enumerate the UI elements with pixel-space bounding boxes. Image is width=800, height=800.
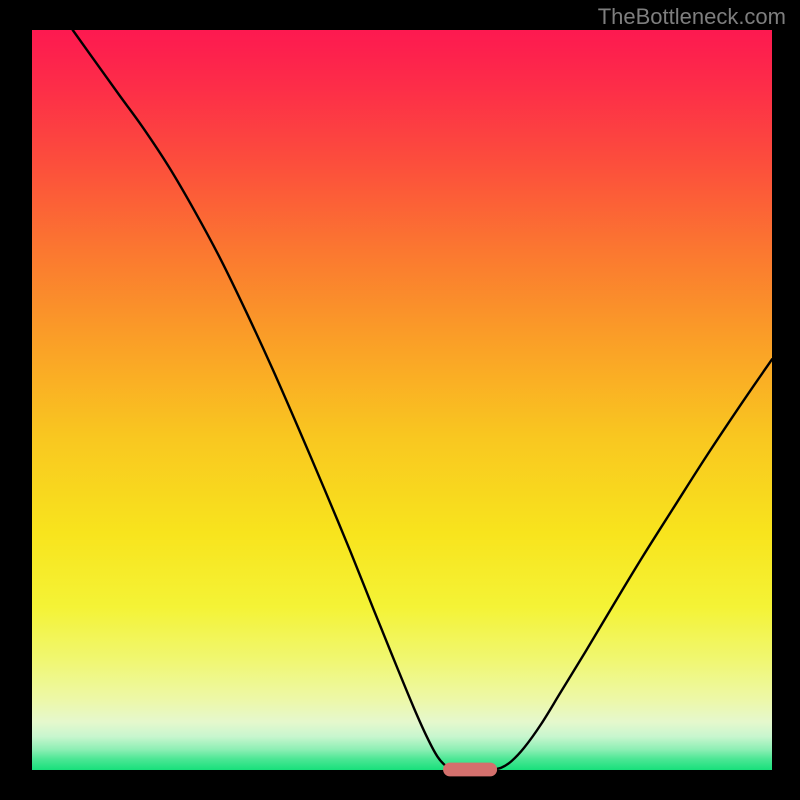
chart-background [32,30,772,770]
watermark-text: TheBottleneck.com [598,4,786,30]
bottleneck-chart [0,0,800,800]
optimal-marker [443,763,497,777]
